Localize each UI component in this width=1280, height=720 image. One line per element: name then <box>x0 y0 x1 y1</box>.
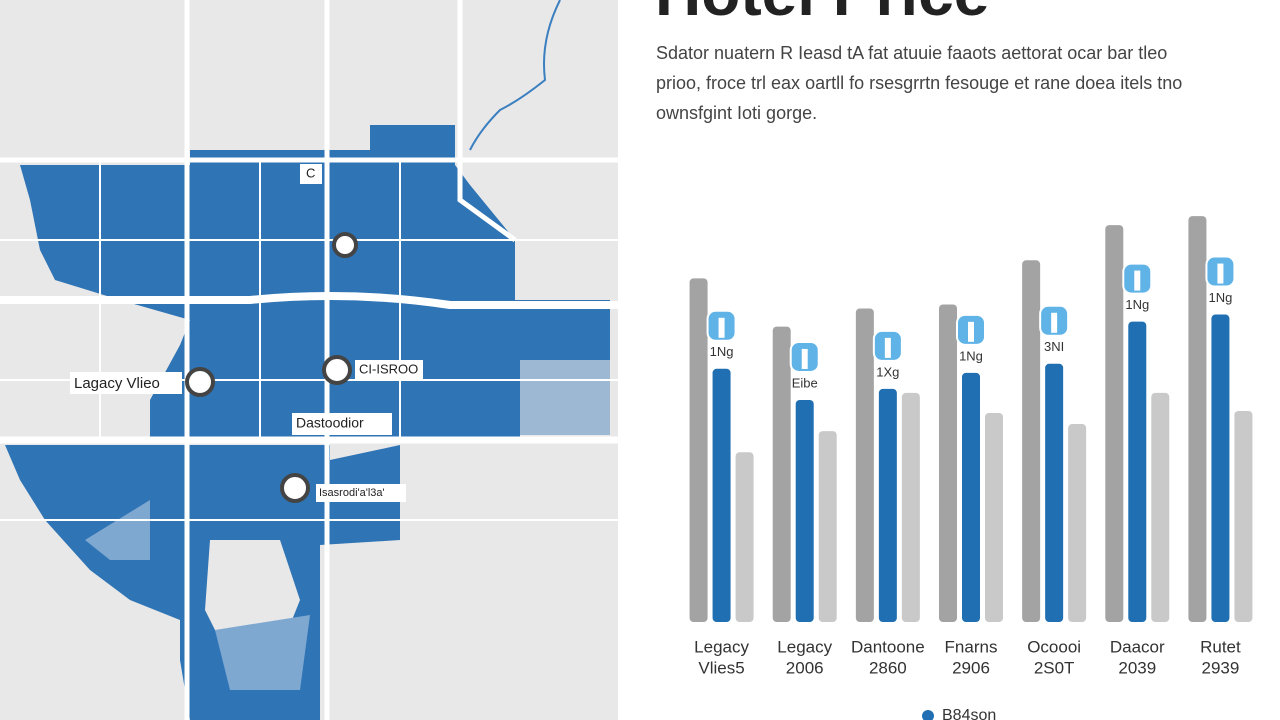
bar <box>1128 321 1147 622</box>
pin <box>332 232 358 258</box>
label-box <box>292 413 392 435</box>
x-tick-label: 2S0T <box>1034 658 1075 677</box>
bar <box>1151 392 1170 622</box>
bar <box>855 308 874 622</box>
x-tick-label: Dantoone <box>851 637 925 656</box>
annotation: 1Ng <box>710 344 734 359</box>
river <box>469 0 561 151</box>
map-label: Isasrodi'a'l3a' <box>319 487 385 499</box>
bar <box>985 413 1003 622</box>
label-box <box>300 164 322 184</box>
subtitle: ownsfgint Ioti gorge. <box>656 103 817 123</box>
bar <box>712 368 731 622</box>
badge-icon <box>1134 270 1141 291</box>
subtitle: Sdator nuatern R Ieasd tA fat atuuie faa… <box>656 43 1167 63</box>
chart: 1Ng Legacy Vlies5 Eibe Legacy 2006 1Xg Dantoone… <box>689 216 1253 720</box>
bar <box>689 278 708 622</box>
x-tick-label: 2860 <box>869 658 907 677</box>
annotation: 1Ng <box>1208 290 1232 305</box>
bar <box>1022 260 1041 622</box>
x-tick-label: Daacor <box>1110 637 1165 656</box>
road <box>0 160 618 521</box>
map-label: C <box>306 165 315 180</box>
x-tick-label: Fnarns <box>945 637 998 656</box>
map-label: CI-ISROO <box>359 361 418 376</box>
label-box <box>316 484 406 502</box>
legend-label: B84son <box>942 707 996 720</box>
pin <box>185 367 215 397</box>
annotation: 1Ng <box>1125 297 1149 312</box>
badge-icon <box>1051 312 1058 333</box>
bar <box>901 392 920 622</box>
pin <box>280 473 310 503</box>
pin <box>322 355 352 385</box>
title: Hotel Price <box>655 0 989 29</box>
bar <box>1188 216 1207 623</box>
map-label: Dastoodior <box>296 415 364 431</box>
map: Lagacy Vlieo CI-ISROO Dastoodior Isasrod… <box>0 0 618 720</box>
badge-icon <box>801 348 808 369</box>
x-tick-label: 2939 <box>1202 658 1240 677</box>
annotation: Eibe <box>792 375 818 390</box>
bar <box>1211 314 1230 622</box>
x-tick-label: 2006 <box>786 658 824 677</box>
badge-icon <box>1217 263 1224 284</box>
x-tick-label: Legacy <box>694 637 749 656</box>
bar <box>939 304 957 622</box>
light-region <box>520 360 610 435</box>
pins <box>185 232 358 503</box>
x-tick-label: 2039 <box>1118 658 1156 677</box>
label-box <box>355 360 423 380</box>
annotation: 1Xg <box>876 364 899 379</box>
x-tick-label: Ocoooi <box>1027 637 1081 656</box>
road <box>0 292 618 309</box>
bar <box>818 431 837 622</box>
bar <box>1234 411 1253 622</box>
annotation: 3NI <box>1044 339 1064 354</box>
label-box <box>70 372 182 394</box>
annotation: 1Ng <box>959 348 983 363</box>
bar <box>772 326 791 622</box>
badge-icon <box>968 321 974 342</box>
bar <box>962 372 980 622</box>
x-tick-label: Vlies5 <box>698 658 744 677</box>
subtitle: prioo, froce trl eax oartll fo rsesgrrtn… <box>656 73 1182 93</box>
bar <box>1105 225 1124 622</box>
bar <box>735 452 754 622</box>
bar <box>878 388 897 622</box>
badge-icon <box>718 317 725 338</box>
legend-swatch <box>922 710 934 720</box>
map-label: Lagacy Vlieo <box>74 375 160 392</box>
x-tick-label: Legacy <box>777 637 832 656</box>
x-tick-label: 2906 <box>952 658 990 677</box>
light-region <box>85 500 310 690</box>
bar <box>795 399 814 622</box>
x-tick-label: Rutet <box>1200 637 1241 656</box>
badge-icon <box>884 337 891 358</box>
bar <box>1068 424 1087 622</box>
bar <box>1045 363 1064 622</box>
